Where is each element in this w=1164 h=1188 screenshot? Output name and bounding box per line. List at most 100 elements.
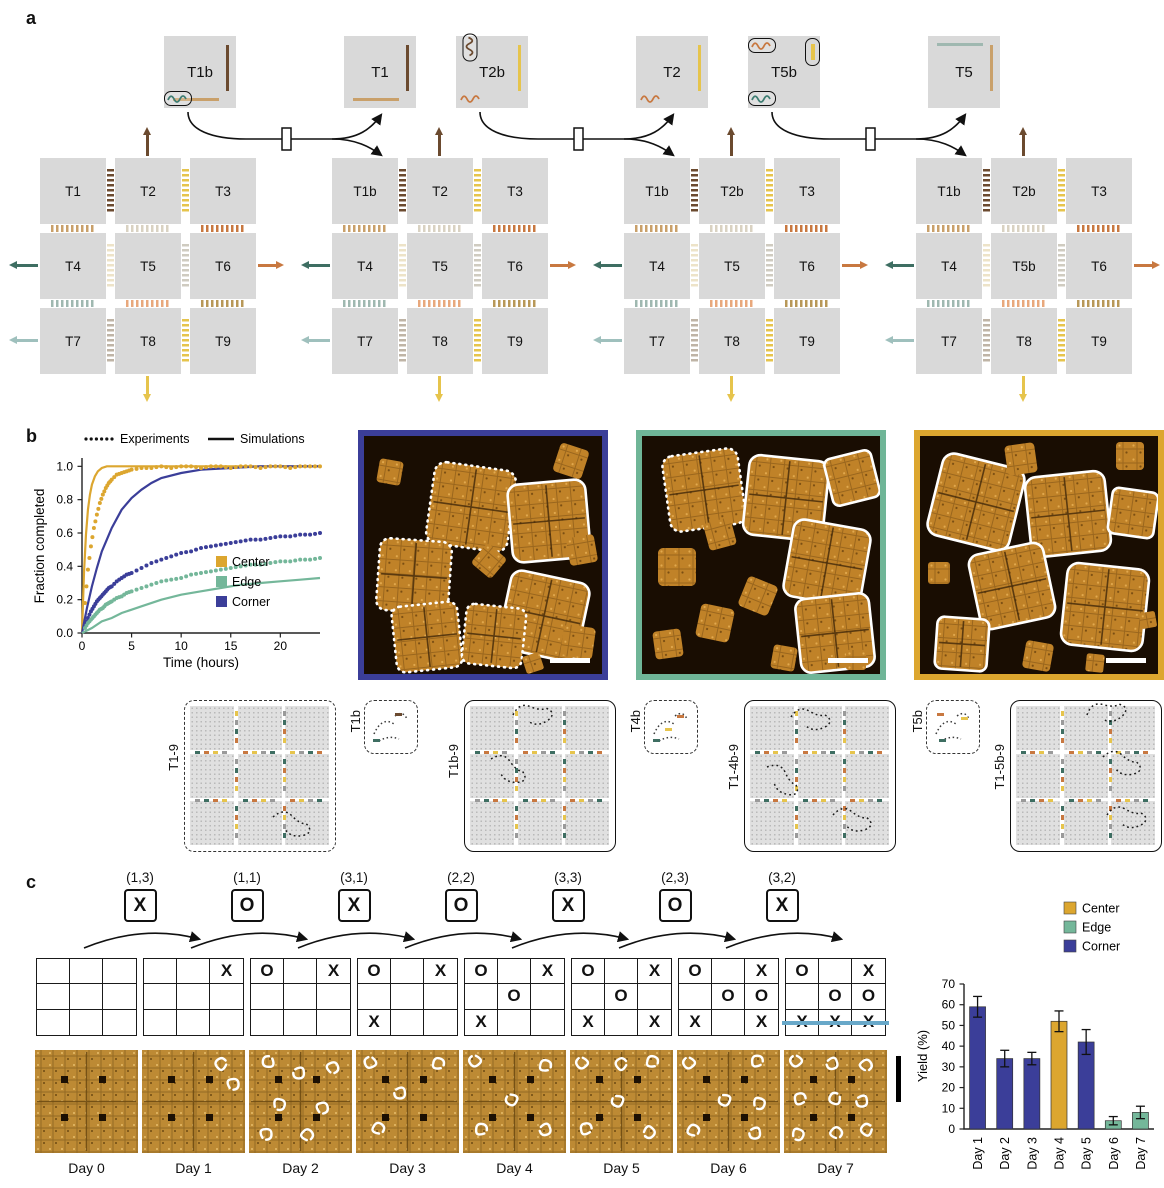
bright-structure [393,1086,407,1100]
dna-trail [512,704,553,725]
connector-mark [242,751,248,754]
afm-image-corner [358,430,608,680]
cell-empty [572,984,605,1010]
strand-sketch [373,712,408,742]
cell-empty [70,984,103,1010]
winning-line [782,1021,889,1025]
wave-icon [751,94,771,103]
connector-mark [570,751,575,754]
connector-mark [842,738,846,743]
connector-mark [1068,798,1074,802]
connector-mark [562,815,566,820]
connector-mark [1108,720,1112,725]
tile-T4: T4 [624,233,690,299]
highlight-outline-solid [794,592,876,674]
lattice-hole [848,1114,855,1121]
connector-mark [850,751,855,754]
cell-empty [531,1010,564,1035]
move-symbol: X [551,889,585,922]
day-label: Day 0 [68,1160,105,1176]
y-tick-label: 30 [942,1060,956,1074]
connector-mark [795,738,798,743]
origami-structure [566,534,598,566]
mini-tile [1111,753,1155,798]
connector-mark [515,824,518,829]
connector-mark [570,798,575,802]
move-coordinate: (1,1) [233,870,261,885]
dna-strand [373,720,395,735]
curved-arrow [190,931,309,949]
connector-mark [515,729,518,734]
tile-label: T7 [941,333,957,349]
mini-tile [1111,801,1155,845]
tile-T1: T1 [344,36,416,108]
schematic-label: T1-4b-9 [726,744,741,790]
origami-structure [926,452,1026,552]
origami-structure [933,615,991,673]
move-coordinate: (2,3) [661,870,689,885]
mini-tile [845,706,889,750]
tile-T8: T8 [699,308,765,374]
edge-arrowhead [727,127,735,135]
cell-empty [638,984,671,1010]
lattice-hole [810,1076,817,1083]
connector-mark [795,711,798,716]
connector-mark [755,751,760,754]
connector-mark [1108,758,1112,764]
afm-closeup-day-2 [249,1050,352,1153]
connector-mark [502,751,507,754]
tile-label: T4 [65,258,81,274]
x-tick-label: 15 [224,639,238,653]
dna-strand [378,736,400,742]
y-tick-label: 40 [942,1039,956,1053]
tile-T1: T1 [40,158,106,224]
edge-strand [937,43,983,46]
scale-bar [828,658,868,663]
tile-label: T6 [507,258,523,274]
connector-mark [1061,767,1064,773]
scale-bar [1106,658,1146,663]
bright-structure [261,1054,275,1069]
reaction-path [479,111,624,140]
connector-mark [1116,798,1121,802]
curved-arrow [404,931,523,949]
connector-mark [1061,729,1064,734]
connector-mark [269,751,275,754]
connector-mark [1061,824,1064,829]
cell-empty [786,984,819,1010]
tile-label: T5 [955,63,973,81]
tile-label: T8 [140,333,156,349]
dotted-line-sample [84,437,88,441]
connector-mark [1086,798,1092,802]
tile-label: T2 [140,183,156,199]
connector-mark [1061,815,1064,820]
cell-empty [284,1009,317,1035]
lattice-hole [275,1114,282,1121]
edge-arrowhead [1019,394,1027,402]
schematic-T1-4b-9 [744,700,896,852]
connector-mark [540,751,546,754]
edge-arrow [892,339,914,342]
connector-mark [299,751,304,754]
origami-structure [770,644,798,672]
cell-empty [144,1009,177,1035]
connector-mark [1108,815,1112,820]
bright-structure [855,1094,869,1108]
connector-mark [764,751,769,754]
tile-label: T5 [140,258,156,274]
connector-mark [282,833,286,838]
cell-x: X [465,1009,498,1035]
dna-trail [1102,750,1142,776]
origami-structure [823,449,881,507]
connector-mark [290,798,295,802]
lattice-seam [465,1052,564,1151]
edge-arrowhead [593,261,601,269]
lattice-seam [358,1052,457,1151]
strand-tick [373,739,380,742]
dna-strand [935,720,957,735]
cell-x: X [531,959,564,985]
lattice-hole [206,1114,213,1121]
connector-mark [1108,729,1112,734]
tile-label: T2 [432,183,448,199]
